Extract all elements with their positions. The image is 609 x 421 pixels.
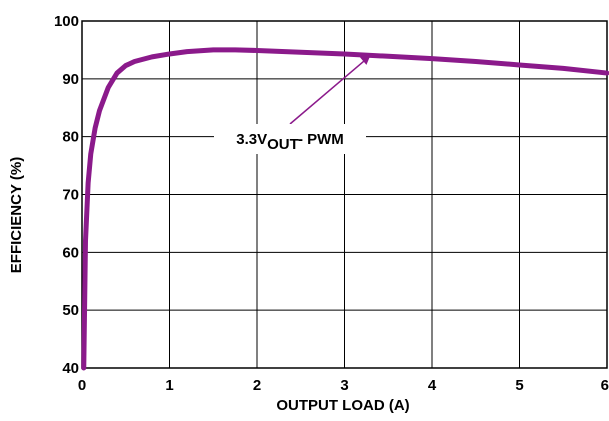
x-tick-label: 0	[78, 377, 86, 394]
x-tick-label: 6	[601, 377, 609, 394]
y-tick-label: 90	[62, 71, 79, 88]
annotation-layer: 3.3VOUT- PWM	[214, 54, 371, 154]
annotation-subscript: OUT	[267, 136, 299, 153]
x-tick-label: 5	[515, 377, 523, 394]
x-tick-label: 4	[428, 377, 437, 394]
x-axis-title: OUTPUT LOAD (A)	[276, 397, 409, 414]
annotation-label: 3.3VOUT- PWM	[236, 131, 344, 153]
y-tick-label: 50	[62, 302, 79, 319]
annotation-box	[214, 124, 366, 154]
annotation-arrow-line	[289, 58, 367, 125]
x-tick-label: 2	[253, 377, 261, 394]
y-tick-label: 40	[62, 360, 79, 377]
y-tick-label: 80	[62, 129, 79, 146]
tick-layer: 0 1 2 3 4 5 6 40 50 60 70 80 90 100	[54, 13, 609, 394]
annotation-main-text: 3.3V	[236, 131, 267, 148]
grid-layer	[81, 20, 608, 369]
y-axis-title: EFFICIENCY (%)	[8, 157, 25, 273]
series-layer	[81, 47, 609, 371]
plot-frame	[81, 20, 608, 369]
x-tick-label: 3	[340, 377, 348, 394]
y-tick-label: 100	[54, 13, 79, 30]
efficiency-series-line	[81, 47, 609, 371]
x-tick-label: 1	[165, 377, 173, 394]
y-tick-label: 60	[62, 244, 79, 261]
annotation-suffix: - PWM	[298, 131, 344, 148]
y-tick-label: 70	[62, 187, 79, 204]
annotation-arrowhead	[359, 54, 371, 65]
